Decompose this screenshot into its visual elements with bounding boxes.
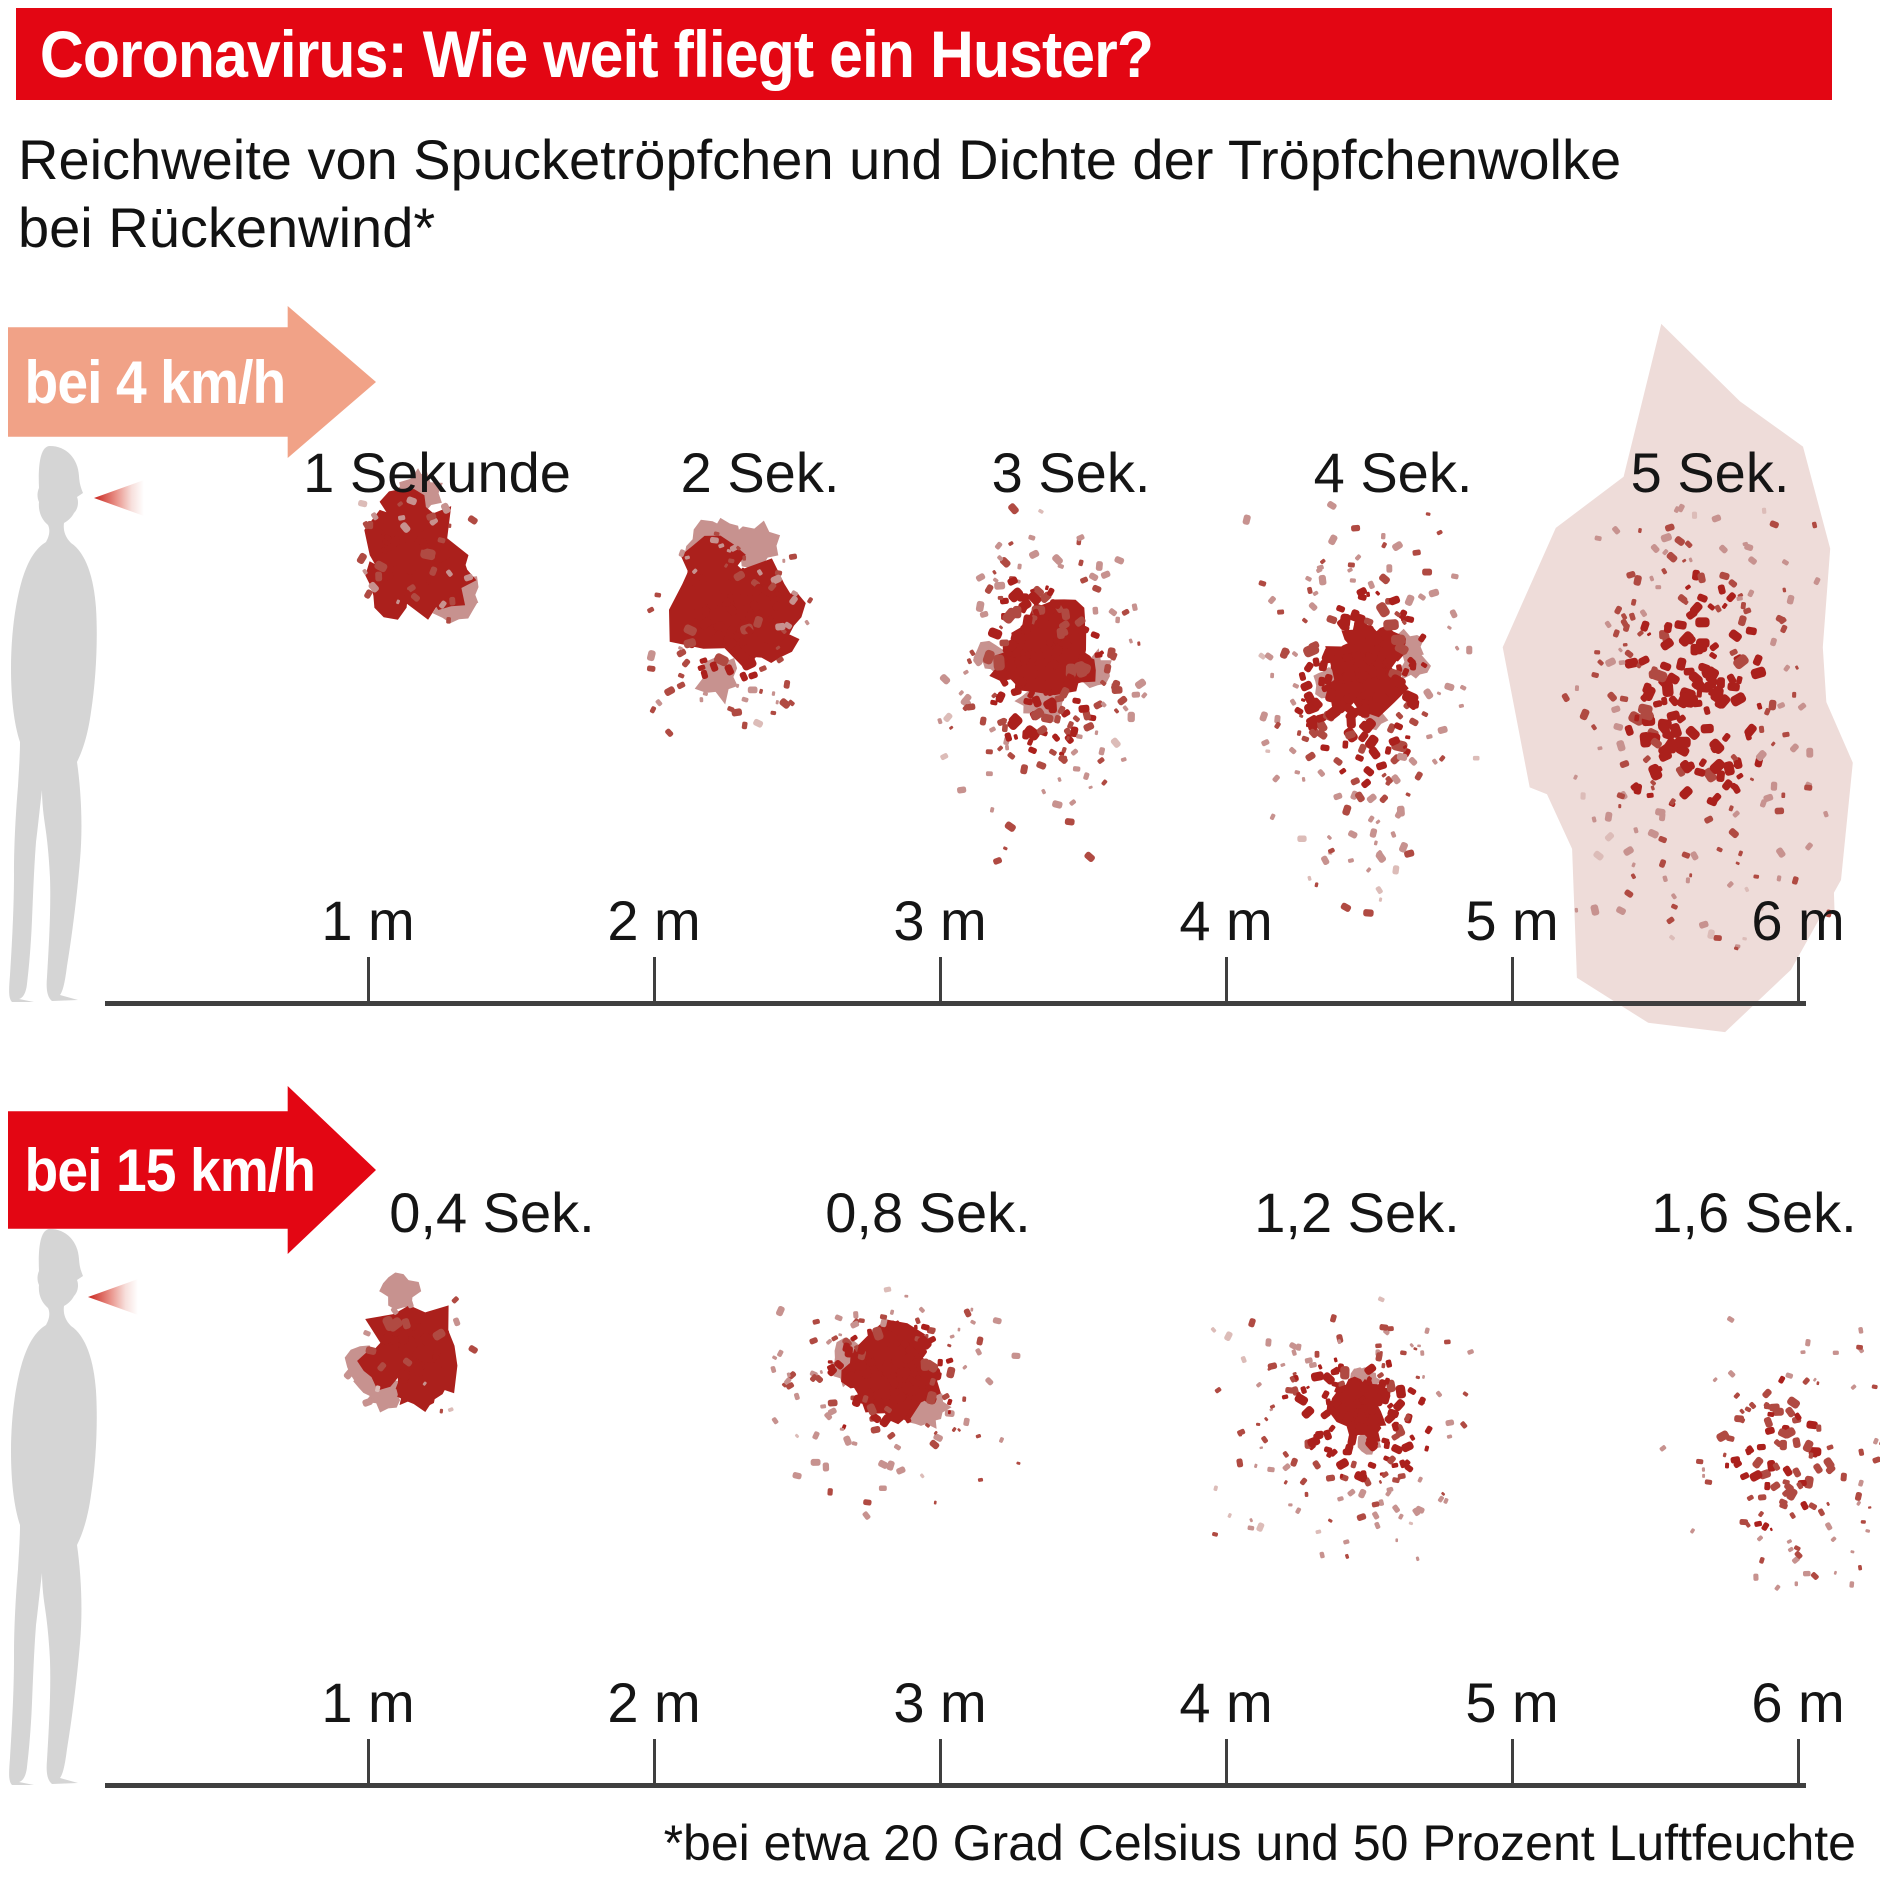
time-label: 1,6 Sek. bbox=[1651, 1181, 1857, 1244]
axis-tick bbox=[1225, 957, 1228, 1003]
axis-tick-label: 3 m bbox=[893, 1671, 987, 1734]
axis-tick-label: 6 m bbox=[1751, 889, 1845, 952]
axis-tick-label: 2 m bbox=[607, 1671, 701, 1734]
droplet-cloud bbox=[1210, 1296, 1474, 1562]
page-title: Coronavirus: Wie weit fliegt ein Huster? bbox=[39, 17, 1154, 91]
axis-tick bbox=[653, 957, 656, 1003]
time-label: 1,2 Sek. bbox=[1254, 1181, 1460, 1244]
axis-tick-label: 2 m bbox=[607, 889, 701, 952]
axis-tick bbox=[1511, 957, 1514, 1003]
time-label: 3 Sek. bbox=[991, 441, 1151, 504]
time-label: 0,4 Sek. bbox=[389, 1181, 595, 1244]
time-label: 2 Sek. bbox=[680, 441, 840, 504]
title-banner: Coronavirus: Wie weit fliegt ein Huster? bbox=[16, 8, 1832, 100]
person-silhouette-icon bbox=[9, 1229, 97, 1785]
droplet-cloud bbox=[770, 1286, 1021, 1520]
droplet-cloud bbox=[646, 517, 813, 737]
person-silhouette-icon bbox=[9, 446, 97, 1002]
footnote: *bei etwa 20 Grad Celsius und 50 Prozent… bbox=[663, 1815, 1856, 1871]
subtitle-line-2: bei Rückenwind* bbox=[18, 196, 436, 259]
axis-tick-label: 5 m bbox=[1465, 1671, 1559, 1734]
axis-tick-label: 4 m bbox=[1179, 1671, 1273, 1734]
axis-tick bbox=[1797, 957, 1800, 1003]
distance-axis bbox=[105, 1001, 1806, 1006]
axis-tick-label: 4 m bbox=[1179, 889, 1273, 952]
subtitle-line-1: Reichweite von Spucketröpfchen und Dicht… bbox=[18, 128, 1622, 191]
axis-tick bbox=[1797, 1739, 1800, 1785]
axis-tick bbox=[367, 1739, 370, 1785]
droplet-cloud bbox=[1659, 1316, 1880, 1591]
droplet-cloud bbox=[1242, 501, 1480, 917]
wind-arrow-4kmh-label: bei 4 km/h bbox=[24, 348, 287, 416]
axis-tick-label: 1 m bbox=[321, 889, 415, 952]
time-label: 0,8 Sek. bbox=[825, 1181, 1031, 1244]
wind-arrow-15kmh-label: bei 15 km/h bbox=[24, 1136, 316, 1204]
droplet-cloud bbox=[1502, 323, 1853, 1033]
axis-tick bbox=[653, 1739, 656, 1785]
time-label: 4 Sek. bbox=[1313, 441, 1473, 504]
droplet-cloud bbox=[343, 1272, 478, 1414]
distance-axis bbox=[105, 1783, 1806, 1788]
axis-tick bbox=[939, 1739, 942, 1785]
droplet-cloud bbox=[937, 503, 1148, 865]
axis-tick bbox=[1225, 1739, 1228, 1785]
wind-arrow-4kmh: bei 4 km/h bbox=[8, 306, 376, 458]
axis-tick bbox=[939, 957, 942, 1003]
axis-tick bbox=[367, 957, 370, 1003]
time-label: 1 Sekunde bbox=[303, 441, 571, 504]
droplet-cloud bbox=[356, 468, 479, 624]
time-label: 5 Sek. bbox=[1630, 441, 1790, 504]
wind-arrow-15kmh: bei 15 km/h bbox=[8, 1086, 376, 1254]
axis-tick-label: 1 m bbox=[321, 1671, 415, 1734]
axis-tick-label: 6 m bbox=[1751, 1671, 1845, 1734]
axis-tick-label: 3 m bbox=[893, 889, 987, 952]
axis-tick bbox=[1511, 1739, 1514, 1785]
axis-tick-label: 5 m bbox=[1465, 889, 1559, 952]
subtitle: Reichweite von Spucketröpfchen und Dicht… bbox=[18, 126, 1621, 262]
